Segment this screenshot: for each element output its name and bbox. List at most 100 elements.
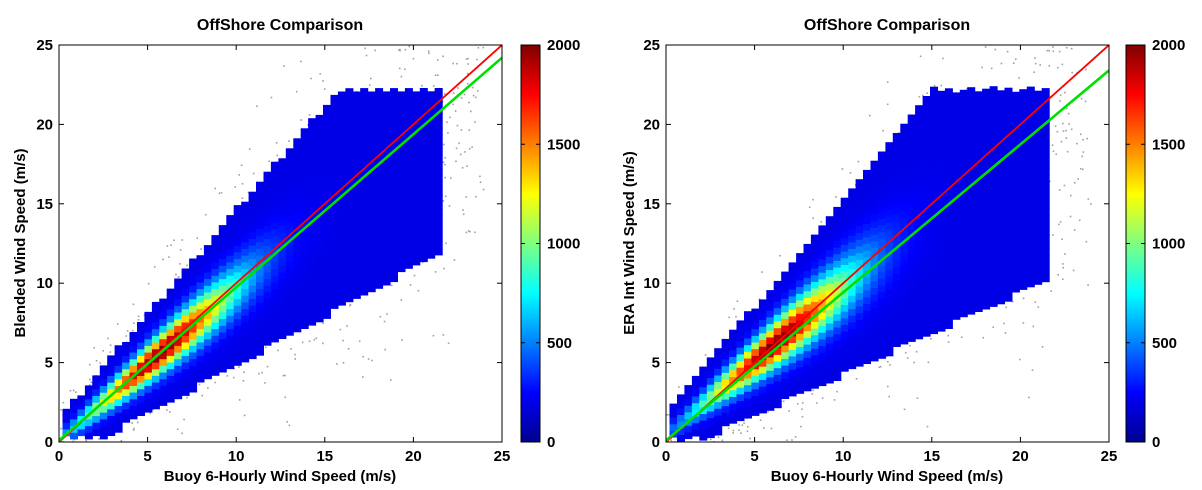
density-cell	[907, 207, 916, 216]
density-cell	[691, 409, 700, 417]
density-cell	[151, 335, 160, 343]
density-cell	[825, 342, 834, 351]
density-cell	[315, 141, 324, 149]
density-cell	[181, 315, 190, 323]
density-cell	[691, 375, 700, 384]
density-cell	[915, 158, 924, 166]
density-cell	[285, 175, 294, 183]
density-cell	[300, 241, 309, 249]
density-cell	[855, 199, 864, 207]
density-cell	[997, 237, 1005, 245]
density-cell	[337, 244, 346, 253]
density-cell	[166, 355, 175, 363]
density-cell	[863, 283, 871, 291]
density-cell	[419, 141, 428, 149]
density-cell	[270, 235, 279, 243]
density-cell	[952, 219, 961, 227]
density-cell	[367, 224, 376, 233]
density-cell	[390, 241, 398, 249]
density-cell	[989, 119, 998, 127]
density-cell	[360, 288, 369, 296]
density-cell	[773, 307, 782, 315]
density-cell	[367, 244, 376, 253]
scatter-point	[915, 350, 918, 353]
density-cell	[397, 144, 406, 153]
density-cell	[233, 218, 242, 226]
scatter-point	[149, 412, 151, 415]
density-cell	[1004, 274, 1013, 282]
density-cell	[952, 99, 961, 107]
density-cell	[218, 338, 227, 346]
density-cell	[419, 254, 428, 263]
density-cell	[337, 298, 346, 306]
scatter-point	[256, 105, 258, 107]
density-cell	[974, 191, 983, 199]
density-cell	[144, 378, 153, 386]
density-cell	[137, 322, 145, 330]
density-cell	[375, 101, 384, 109]
density-cell	[796, 379, 805, 388]
scatter-point	[836, 390, 838, 393]
density-cell	[159, 371, 168, 380]
density-cell	[922, 142, 931, 150]
density-cell	[203, 285, 212, 293]
density-cell	[788, 382, 797, 390]
scatter-point	[1087, 284, 1089, 286]
density-cell	[337, 264, 346, 273]
density-cell	[915, 105, 924, 113]
density-cell	[174, 378, 183, 386]
density-cell	[863, 263, 871, 271]
density-cell	[967, 193, 976, 202]
density-cell	[337, 231, 346, 239]
density-cell	[248, 278, 257, 286]
density-cell	[151, 388, 160, 396]
density-cell	[997, 170, 1005, 178]
density-cell	[825, 302, 834, 311]
density-cell	[944, 295, 953, 303]
density-cell	[278, 305, 287, 313]
density-cell	[360, 88, 369, 96]
density-cell	[907, 314, 916, 322]
density-cell	[885, 222, 894, 230]
density-cell	[360, 101, 369, 109]
density-cell	[308, 265, 317, 273]
density-cell	[181, 355, 190, 363]
density-cell	[974, 118, 983, 126]
density-cell	[803, 323, 812, 332]
density-cell	[907, 307, 916, 316]
density-cell	[1034, 264, 1043, 272]
density-cell	[293, 144, 302, 153]
density-cell	[166, 321, 175, 330]
density-cell	[870, 240, 879, 248]
density-cell	[375, 254, 384, 263]
density-cell	[196, 255, 205, 263]
density-cell	[1019, 129, 1028, 137]
density-cell	[922, 269, 931, 277]
density-cell	[99, 425, 108, 433]
density-cell	[781, 285, 790, 293]
density-cell	[840, 284, 849, 292]
density-cell	[1011, 238, 1020, 246]
density-cell	[434, 241, 443, 249]
density-cell	[825, 316, 834, 324]
density-cell	[930, 253, 938, 261]
scatter-point	[982, 336, 984, 339]
scatter-point	[276, 154, 279, 157]
density-cell	[930, 233, 938, 241]
density-cell	[907, 161, 916, 169]
density-cell	[810, 381, 819, 389]
density-cell	[166, 375, 175, 383]
density-cell	[330, 274, 339, 283]
density-cell	[892, 279, 901, 287]
density-cell	[278, 171, 287, 179]
density-cell	[337, 291, 346, 299]
scatter-point	[153, 266, 156, 268]
density-cell	[944, 281, 953, 289]
density-cell	[803, 263, 812, 272]
density-cell	[982, 128, 991, 136]
density-cell	[285, 168, 294, 176]
scatter-point	[444, 93, 446, 95]
density-cell	[300, 295, 309, 303]
density-cell	[855, 359, 864, 367]
density-cell	[330, 148, 339, 156]
